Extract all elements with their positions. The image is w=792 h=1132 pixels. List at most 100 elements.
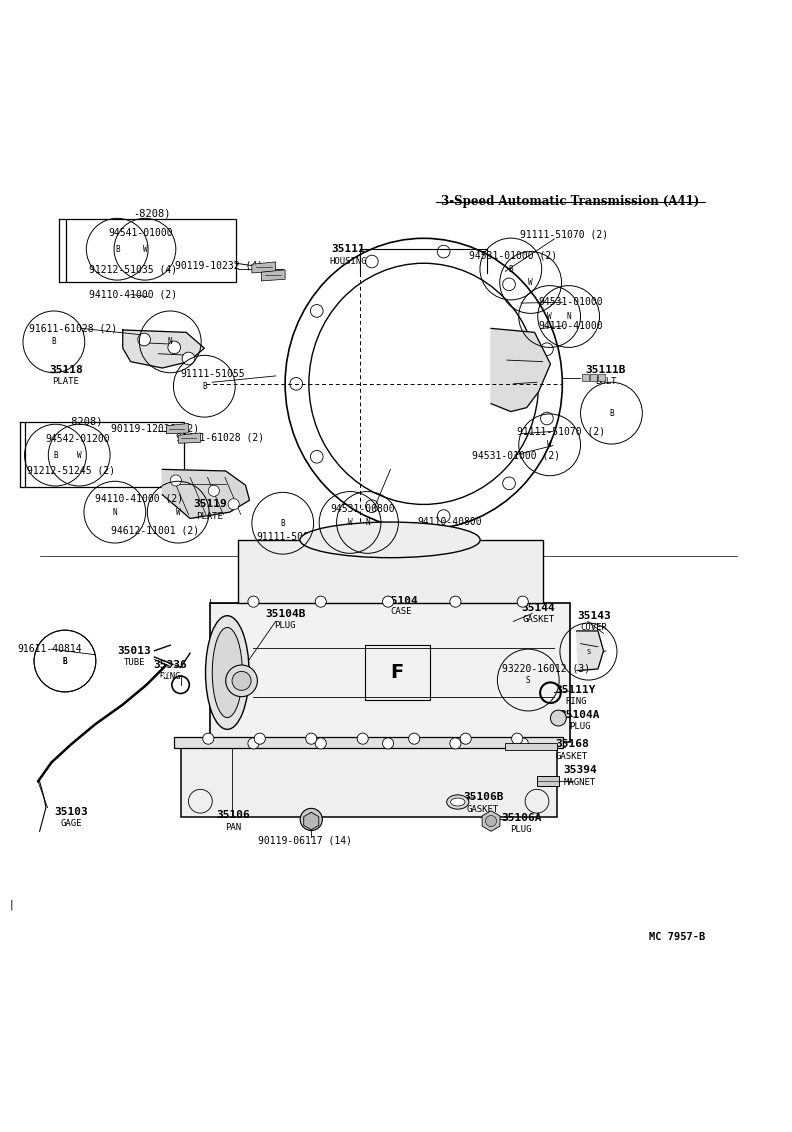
Text: S: S xyxy=(586,649,591,654)
Bar xyxy=(537,775,559,787)
Bar xyxy=(590,374,597,381)
Text: 94612-11001 (2): 94612-11001 (2) xyxy=(111,525,200,535)
Text: 94542-01200: 94542-01200 xyxy=(45,435,110,444)
Circle shape xyxy=(366,255,379,268)
Text: 35143: 35143 xyxy=(577,611,611,620)
Circle shape xyxy=(383,597,394,607)
Text: N: N xyxy=(112,507,117,516)
Text: 35144: 35144 xyxy=(522,603,555,612)
Text: 94531-01000: 94531-01000 xyxy=(538,298,603,307)
Text: 91212-51035 (4): 91212-51035 (4) xyxy=(89,264,177,274)
Text: PLATE: PLATE xyxy=(52,377,79,386)
Bar xyxy=(238,540,543,603)
Text: 35104: 35104 xyxy=(385,595,418,606)
Circle shape xyxy=(226,664,257,696)
Text: PAN: PAN xyxy=(226,823,242,832)
Text: 91611-61028 (2): 91611-61028 (2) xyxy=(29,324,117,334)
Circle shape xyxy=(357,734,368,744)
Ellipse shape xyxy=(206,616,249,729)
Text: GASKET: GASKET xyxy=(467,805,499,814)
Text: 35336: 35336 xyxy=(154,660,187,670)
Circle shape xyxy=(315,597,326,607)
Polygon shape xyxy=(482,811,500,831)
Text: 94110-41000: 94110-41000 xyxy=(538,321,603,331)
Circle shape xyxy=(232,671,251,691)
Text: 91111-51070 (2): 91111-51070 (2) xyxy=(516,427,605,436)
Text: B: B xyxy=(63,657,67,666)
Text: 35106: 35106 xyxy=(217,811,250,821)
Text: N: N xyxy=(566,312,571,321)
Text: 93220-16012 (3): 93220-16012 (3) xyxy=(502,664,591,674)
Text: HOUSING: HOUSING xyxy=(329,257,367,266)
Text: B: B xyxy=(63,657,67,666)
Text: 94110-41000 (2): 94110-41000 (2) xyxy=(89,290,177,299)
Circle shape xyxy=(512,734,523,744)
Circle shape xyxy=(503,477,516,490)
Circle shape xyxy=(541,412,554,424)
Text: 91611-40814: 91611-40814 xyxy=(17,644,82,654)
Circle shape xyxy=(383,738,394,749)
Text: PLATE: PLATE xyxy=(196,513,223,522)
Circle shape xyxy=(182,352,195,365)
Circle shape xyxy=(315,738,326,749)
Text: 35111: 35111 xyxy=(332,245,365,255)
Text: RING: RING xyxy=(565,697,587,706)
Circle shape xyxy=(450,738,461,749)
Text: 35103: 35103 xyxy=(55,806,88,816)
Text: W: W xyxy=(176,507,181,516)
Circle shape xyxy=(517,738,528,749)
Text: CASE: CASE xyxy=(390,608,413,617)
Text: MAGNET: MAGNET xyxy=(564,778,596,787)
Text: W: W xyxy=(77,451,82,460)
Text: 94531-01000 (2): 94531-01000 (2) xyxy=(472,451,561,460)
Circle shape xyxy=(437,509,450,522)
Text: 35106A: 35106A xyxy=(501,813,542,823)
Text: F: F xyxy=(390,663,404,681)
Text: GASKET: GASKET xyxy=(523,616,554,625)
Text: MC 7957-B: MC 7957-B xyxy=(649,932,706,942)
Text: W: W xyxy=(528,278,533,288)
Circle shape xyxy=(366,500,379,513)
Circle shape xyxy=(517,597,528,607)
Text: 91611-61028 (2): 91611-61028 (2) xyxy=(176,432,265,443)
Text: 94541-01000: 94541-01000 xyxy=(109,229,173,239)
Text: PLUG: PLUG xyxy=(274,620,296,629)
Circle shape xyxy=(485,815,497,826)
Polygon shape xyxy=(303,813,319,830)
Bar xyxy=(210,603,570,741)
Text: B: B xyxy=(609,409,614,418)
Text: 35111B: 35111B xyxy=(585,365,626,375)
Text: TUBE: TUBE xyxy=(124,658,146,667)
Text: 35104B: 35104B xyxy=(265,609,306,618)
Text: 94110-40800: 94110-40800 xyxy=(417,517,482,528)
Circle shape xyxy=(203,734,214,744)
Text: B: B xyxy=(508,265,513,274)
Text: B: B xyxy=(51,337,56,346)
Text: |: | xyxy=(10,900,13,910)
Text: 35168: 35168 xyxy=(555,739,588,749)
Text: -8208): -8208) xyxy=(133,208,171,218)
Text: 35106B: 35106B xyxy=(463,792,504,803)
Text: 35118: 35118 xyxy=(49,365,82,375)
Text: B: B xyxy=(280,518,285,528)
Polygon shape xyxy=(178,432,200,444)
Circle shape xyxy=(248,738,259,749)
Text: 90119-06117 (14): 90119-06117 (14) xyxy=(258,835,352,844)
Text: W: W xyxy=(143,245,147,254)
Text: W: W xyxy=(547,440,552,449)
Text: PLUG: PLUG xyxy=(569,722,591,731)
Circle shape xyxy=(437,246,450,258)
Polygon shape xyxy=(252,261,276,273)
Text: W: W xyxy=(547,312,552,321)
Text: 94110-41000 (2): 94110-41000 (2) xyxy=(94,494,183,504)
Text: 91111-51055: 91111-51055 xyxy=(180,369,245,379)
Text: S: S xyxy=(526,676,531,685)
Circle shape xyxy=(460,734,471,744)
Circle shape xyxy=(168,341,181,353)
Text: GASKET: GASKET xyxy=(556,752,588,761)
Text: 91212-51245 (2): 91212-51245 (2) xyxy=(27,466,116,475)
Polygon shape xyxy=(162,470,249,518)
Circle shape xyxy=(208,486,219,496)
Circle shape xyxy=(254,734,265,744)
Text: 91111-51070 (2): 91111-51070 (2) xyxy=(520,230,608,240)
